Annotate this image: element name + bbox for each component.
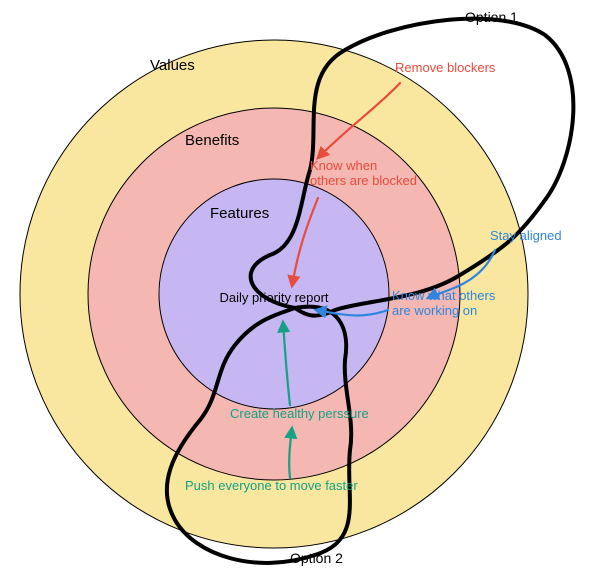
value-label-aligned: Stay aligned: [490, 228, 562, 243]
ring-label-benefits: Benefits: [185, 132, 239, 149]
ring-label-features: Features: [210, 205, 269, 222]
benefit-label-pressure: Create healthy perssure: [230, 406, 369, 421]
value-label-pressure: Push everyone to move faster: [185, 478, 358, 493]
value-label-blockers: Remove blockers: [395, 60, 496, 75]
option-label-option2: Option 2: [290, 550, 343, 566]
ring-label-values: Values: [150, 57, 195, 74]
option-label-option1: Option 1: [465, 9, 518, 25]
